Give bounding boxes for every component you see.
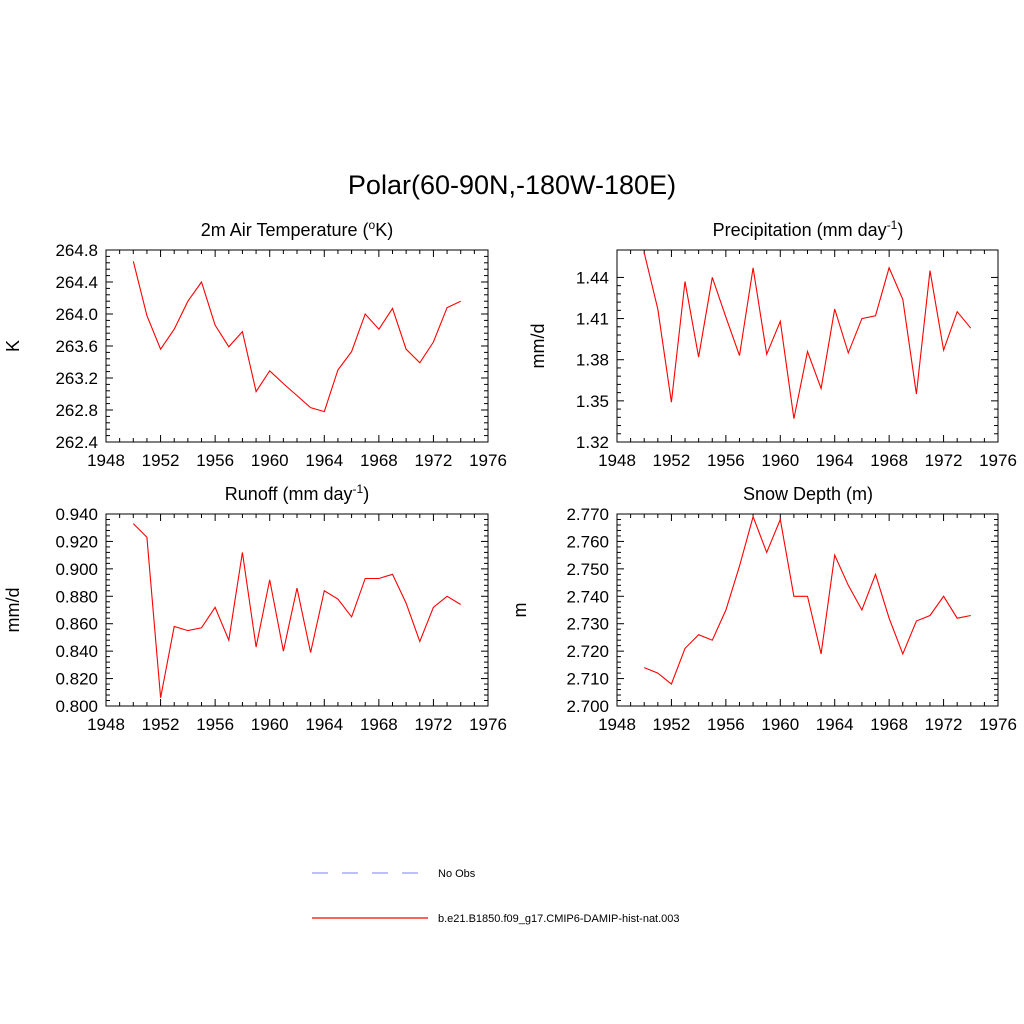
x-tick-label: 1972 — [415, 715, 453, 734]
x-tick-label: 1960 — [761, 451, 799, 470]
panel-air-temperature: 2m Air Temperature (oK) K 1948 1952 1956 19… — [3, 218, 507, 470]
x-tick-label: 1968 — [870, 451, 908, 470]
y-tick-label: 1.32 — [576, 433, 609, 452]
x-tick-label: 1964 — [305, 715, 343, 734]
x-tick-label: 1956 — [196, 451, 234, 470]
x-tick-label: 1948 — [598, 715, 636, 734]
legend-obs-label: No Obs — [438, 868, 476, 880]
x-tick-label: 1964 — [816, 715, 854, 734]
panel-title: 2m Air Temperature (oK) — [201, 218, 393, 240]
y-tick-label: 263.2 — [55, 369, 98, 388]
plot-area: 1948 1952 1956 1960 1964 1968 1972 1976 262.4 262… — [55, 241, 506, 470]
y-tick-label: 2.700 — [566, 697, 609, 716]
x-tick-label: 1956 — [707, 715, 745, 734]
legend-model-label: b.e21.B1850.f09_g17.CMIP6-DAMIP-hist-nat… — [438, 913, 680, 925]
series-line — [132, 261, 461, 413]
x-tick-label: 1956 — [196, 715, 234, 734]
x-tick-label: 1960 — [761, 715, 799, 734]
y-tick-label: 0.800 — [55, 697, 98, 716]
y-tick-label: 0.880 — [55, 587, 98, 606]
y-tick-label: 1.35 — [576, 392, 609, 411]
x-tick-label: 1968 — [870, 715, 908, 734]
y-tick-label: 1.44 — [576, 268, 609, 287]
x-tick-label: 1948 — [598, 451, 636, 470]
x-tick-label: 1964 — [305, 451, 343, 470]
x-tick-label: 1948 — [87, 451, 125, 470]
plot-area: 1948 1952 1956 1960 1964 1968 1972 1976 2.700 2.7… — [566, 505, 1016, 734]
y-tick-label: 264.0 — [55, 305, 98, 324]
x-tick-label: 1952 — [653, 715, 691, 734]
x-tick-label: 1976 — [469, 451, 507, 470]
panel-title: Snow Depth (m) — [743, 484, 873, 504]
x-tick-label: 1956 — [707, 451, 745, 470]
x-tick-label: 1968 — [360, 451, 398, 470]
series-line — [132, 523, 461, 698]
x-tick-label: 1952 — [142, 451, 180, 470]
y-tick-label: 2.710 — [566, 670, 609, 689]
x-tick-label: 1968 — [360, 715, 398, 734]
plot-area: 1948 1952 1956 1960 1964 1968 1972 1976 1.32 1.35… — [576, 249, 1017, 470]
series-line — [643, 514, 971, 686]
y-tick-label: 262.8 — [55, 401, 98, 420]
y-tick-label: 1.38 — [576, 351, 609, 370]
series-line — [643, 252, 972, 419]
y-tick-label: 0.820 — [55, 670, 98, 689]
y-tick-label: 2.720 — [566, 642, 609, 661]
x-tick-label: 1972 — [925, 451, 963, 470]
x-tick-label: 1948 — [87, 715, 125, 734]
x-tick-label: 1952 — [142, 715, 180, 734]
y-tick-label: 0.920 — [55, 532, 98, 551]
y-axis-label: mm/d — [528, 324, 548, 369]
panel-title: Precipitation (mm day-1) — [713, 218, 904, 240]
y-tick-label: 264.8 — [55, 241, 98, 260]
legend: No Obs b.e21.B1850.f09_g17.CMIP6-DAMIP-h… — [312, 868, 680, 925]
y-tick-label: 2.730 — [566, 615, 609, 634]
x-tick-label: 1952 — [653, 451, 691, 470]
y-tick-label: 0.900 — [55, 560, 98, 579]
x-tick-label: 1960 — [251, 451, 289, 470]
y-axis-label: m — [510, 603, 530, 618]
x-tick-label: 1976 — [469, 715, 507, 734]
y-tick-label: 2.760 — [566, 532, 609, 551]
x-tick-label: 1960 — [251, 715, 289, 734]
y-tick-label: 0.840 — [55, 642, 98, 661]
panel-title: Runoff (mm day-1) — [225, 482, 369, 504]
y-tick-label: 263.6 — [55, 337, 98, 356]
plot-area: 1948 1952 1956 1960 1964 1968 1972 1976 0.800 0.8… — [55, 505, 506, 734]
y-tick-label: 0.860 — [55, 615, 98, 634]
x-tick-label: 1972 — [415, 451, 453, 470]
y-tick-label: 2.770 — [566, 505, 609, 524]
plot-frame — [616, 249, 999, 443]
plot-frame — [105, 513, 489, 707]
x-tick-label: 1972 — [925, 715, 963, 734]
x-tick-label: 1976 — [979, 451, 1017, 470]
y-tick-label: 1.41 — [576, 310, 609, 329]
page-title: Polar(60-90N,-180W-180E) — [347, 170, 677, 200]
y-tick-label: 262.4 — [55, 433, 98, 452]
y-tick-label: 2.740 — [566, 587, 609, 606]
y-tick-label: 264.4 — [55, 273, 98, 292]
x-tick-label: 1964 — [816, 451, 854, 470]
y-axis-label: mm/d — [3, 588, 23, 633]
x-tick-label: 1976 — [979, 715, 1017, 734]
y-tick-label: 0.940 — [55, 505, 98, 524]
y-axis-label: K — [3, 340, 23, 352]
y-tick-label: 2.750 — [566, 560, 609, 579]
panel-runoff: Runoff (mm day-1) mm/d 1948 1952 1956 1960 1… — [3, 482, 507, 734]
panel-snow-depth: Snow Depth (m) m 1948 1952 1956 1960 1964 196… — [510, 484, 1017, 734]
panel-precipitation: Precipitation (mm day-1) mm/d 1948 1952 19… — [528, 218, 1017, 470]
